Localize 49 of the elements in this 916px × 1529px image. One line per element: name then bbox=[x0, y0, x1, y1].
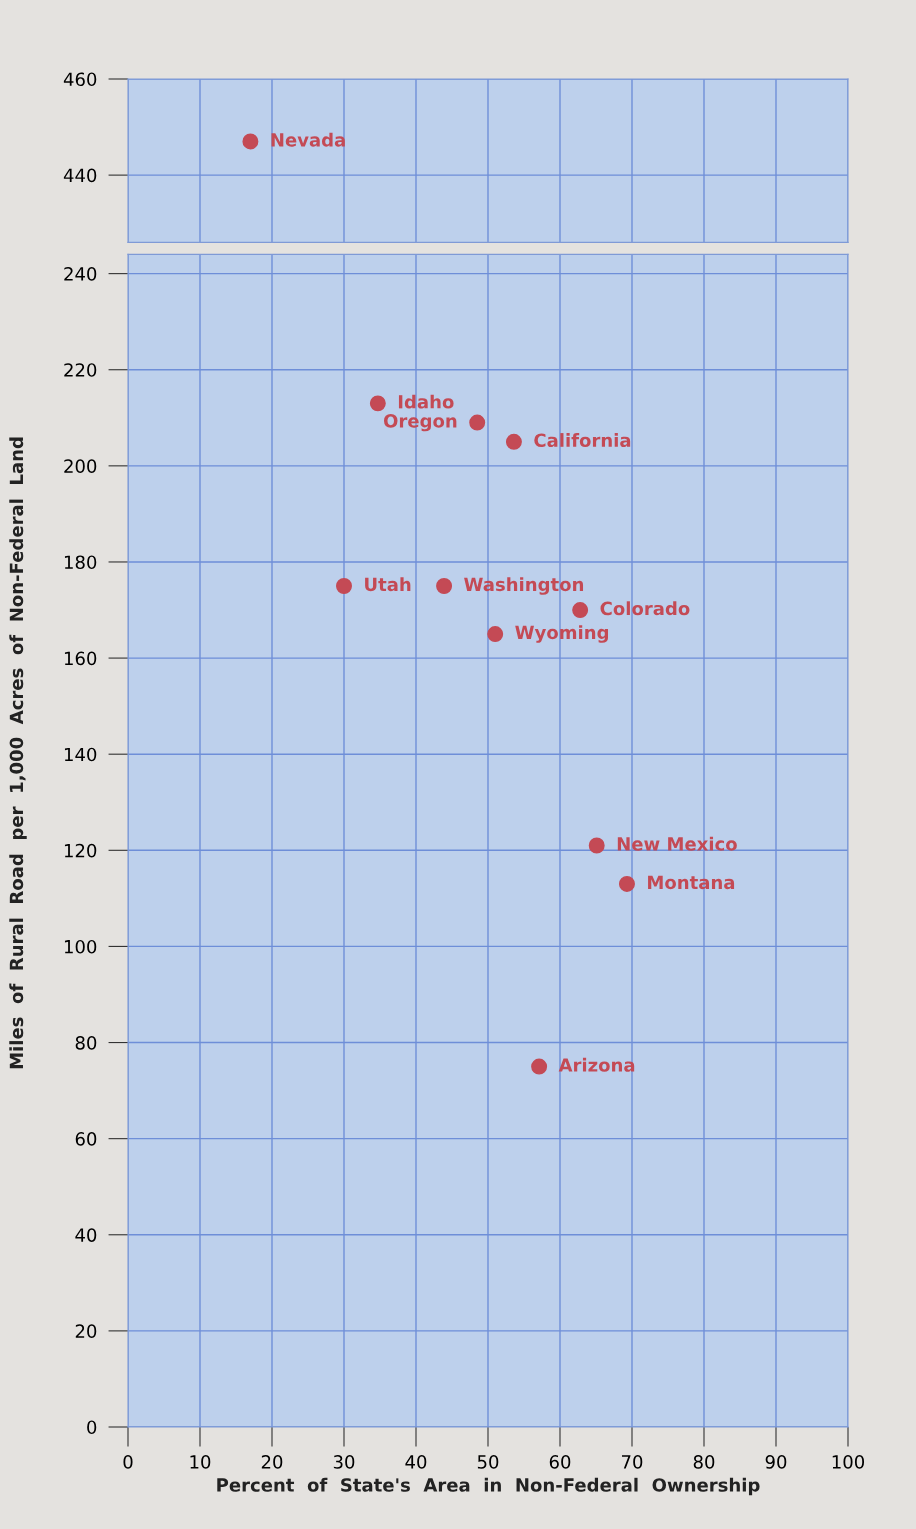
point bbox=[505, 433, 522, 450]
x-tick-label: 60 bbox=[549, 1455, 571, 1469]
annotation: Colorado bbox=[600, 601, 690, 616]
x-tick-label: 70 bbox=[621, 1455, 643, 1469]
y-tick-label: 20 bbox=[75, 1324, 97, 1338]
point bbox=[336, 578, 352, 594]
point bbox=[469, 414, 486, 431]
point bbox=[618, 875, 635, 892]
y-tick-label: 220 bbox=[64, 363, 97, 377]
point bbox=[588, 837, 605, 854]
x-tick-label: 30 bbox=[333, 1455, 355, 1469]
y-tick-label: 440 bbox=[63, 168, 97, 183]
y-axis-title: Miles of Rural Road per 1,000 Acres of Non-Federal Land bbox=[9, 437, 27, 1069]
annotation: Wyoming bbox=[515, 625, 608, 643]
x-axis-title: Percent of State's Area in Non-Federal Ownership bbox=[217, 1477, 760, 1496]
y-tick-label: 40 bbox=[75, 1228, 97, 1242]
x-tick-label: 50 bbox=[477, 1455, 499, 1469]
y-tick-label: 240 bbox=[64, 267, 97, 281]
annotation: Utah bbox=[365, 577, 411, 592]
x-tick-label: 90 bbox=[765, 1455, 787, 1469]
annotation: Montana bbox=[648, 875, 735, 890]
point bbox=[572, 602, 589, 619]
point bbox=[436, 578, 453, 594]
y-tick-label: 80 bbox=[75, 1036, 97, 1050]
annotation: Oregon bbox=[383, 414, 457, 432]
y-tick-label: 460 bbox=[63, 72, 97, 87]
y-tick-label: 160 bbox=[64, 651, 97, 666]
y-tick-label: 0 bbox=[87, 1420, 97, 1435]
x-tick-label: 80 bbox=[693, 1455, 715, 1469]
annotation: Arizona bbox=[558, 1057, 635, 1072]
y-tick-label: 100 bbox=[64, 939, 97, 954]
x-tick-label: 40 bbox=[405, 1455, 427, 1469]
x-tick-label: 100 bbox=[832, 1455, 865, 1469]
annotation: New Mexico bbox=[617, 836, 737, 851]
x-tick-label: 0 bbox=[123, 1455, 133, 1469]
annotation: Washington bbox=[464, 577, 584, 595]
annotation: Nevada bbox=[271, 132, 345, 147]
x-tick-label: 20 bbox=[261, 1455, 283, 1469]
y-tick-label: 120 bbox=[64, 843, 97, 858]
point bbox=[531, 1058, 548, 1075]
annotation: Idaho bbox=[398, 394, 454, 409]
y-tick-label: 180 bbox=[64, 555, 97, 570]
point bbox=[369, 395, 386, 412]
y-tick-label: 140 bbox=[64, 747, 97, 762]
x-tick-label: 10 bbox=[190, 1455, 211, 1469]
point bbox=[487, 626, 504, 643]
y-tick-label: 200 bbox=[64, 459, 97, 473]
y-tick-label: 60 bbox=[75, 1132, 97, 1146]
annotation: California bbox=[534, 433, 631, 448]
